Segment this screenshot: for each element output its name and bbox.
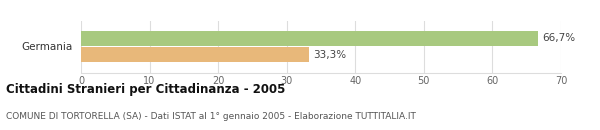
Text: Germania: Germania <box>22 41 73 51</box>
Text: COMUNE DI TORTORELLA (SA) - Dati ISTAT al 1° gennaio 2005 - Elaborazione TUTTITA: COMUNE DI TORTORELLA (SA) - Dati ISTAT a… <box>6 112 416 121</box>
Text: 66,7%: 66,7% <box>542 34 575 44</box>
Bar <box>81 47 310 62</box>
Text: 33,3%: 33,3% <box>313 50 346 60</box>
Bar <box>81 31 538 46</box>
Text: Cittadini Stranieri per Cittadinanza - 2005: Cittadini Stranieri per Cittadinanza - 2… <box>6 83 286 96</box>
